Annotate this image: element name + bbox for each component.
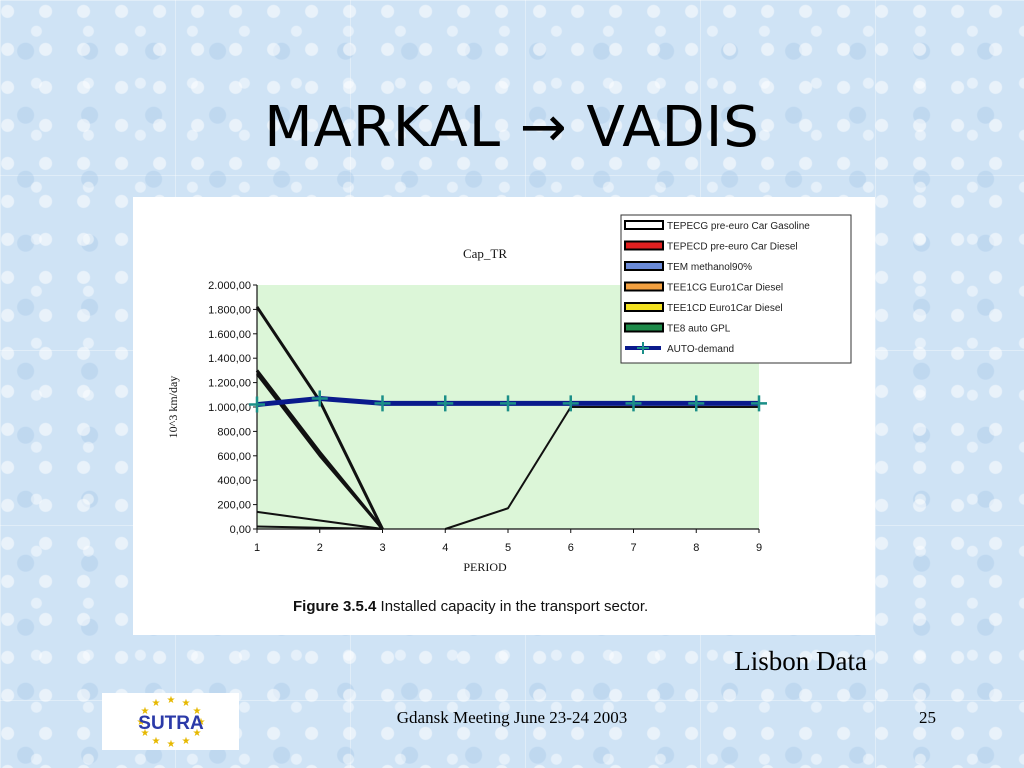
series-line-5 — [256, 525, 383, 530]
y-tick-label: 1.000,00 — [208, 402, 251, 414]
figure-caption-text: Installed capacity in the transport sect… — [380, 598, 649, 615]
demand-marker — [249, 396, 265, 413]
series-line-3 — [256, 510, 383, 530]
demand-marker — [374, 395, 391, 412]
x-tick-label: 1 — [254, 542, 260, 554]
demand-marker — [751, 395, 767, 412]
logo-star-icon: ★ — [167, 695, 176, 706]
demand-marker — [562, 395, 579, 412]
x-tick-label: 7 — [630, 542, 636, 554]
figure-caption: Figure 3.5.4 Installed capacity in the t… — [293, 598, 648, 615]
y-tick-label: 1.800,00 — [208, 304, 251, 316]
chart-title: Cap_TR — [463, 246, 507, 261]
series-line-4 — [444, 406, 759, 530]
y-tick-label: 1.400,00 — [208, 353, 251, 365]
x-tick-label: 4 — [442, 542, 448, 554]
logo-star-icon: ★ — [137, 717, 146, 728]
x-tick-label: 3 — [379, 542, 385, 554]
logo-star-icon: ★ — [141, 728, 150, 739]
x-axis-title: PERIOD — [463, 560, 507, 574]
logo-star-icon: ★ — [192, 728, 201, 739]
page-number: 25 — [919, 708, 936, 727]
demand-marker — [500, 395, 516, 412]
y-tick-label: 800,00 — [217, 426, 251, 438]
sutra-logo: ★ ★ ★ ★ ★ ★ ★ ★ ★ ★ ★ ★ SUTRA — [102, 693, 239, 750]
legend-label: AUTO-demand — [667, 344, 734, 355]
y-tick-label: 0,00 — [230, 524, 251, 536]
y-tick-label: 2.000,00 — [208, 280, 251, 292]
x-tick-label: 2 — [317, 542, 323, 554]
demand-marker — [625, 395, 642, 412]
legend-swatch — [624, 220, 664, 230]
logo-text: SUTRA — [138, 713, 204, 734]
demand-marker — [311, 390, 328, 407]
figure-label: Figure 3.5.4 — [293, 598, 377, 615]
legend-swatch — [624, 322, 664, 333]
legend-swatch — [624, 261, 664, 271]
y-axis-title: 10^3 km/day — [166, 376, 180, 439]
logo-star-icon: ★ — [152, 736, 161, 747]
y-tick-label: 1.200,00 — [208, 378, 251, 390]
legend-swatch — [624, 302, 664, 312]
logo-star-icon: ★ — [182, 698, 191, 709]
legend-label: TEE1CD Euro1Car Diesel — [667, 303, 783, 314]
x-tick-label: 9 — [756, 542, 762, 554]
x-tick-label: 5 — [505, 542, 511, 554]
y-tick-label: 600,00 — [217, 451, 251, 463]
logo-star-icon: ★ — [167, 739, 176, 750]
x-tick-label: 8 — [693, 542, 699, 554]
footer-text: Gdansk Meeting June 23-24 2003 — [396, 708, 628, 727]
legend-label: TEM methanol90% — [667, 262, 752, 273]
y-tick-label: 400,00 — [217, 475, 251, 487]
demand-marker — [688, 395, 705, 412]
demand-marker — [437, 395, 454, 412]
source-note: Lisbon Data — [734, 646, 867, 676]
legend-label: TE8 auto GPL — [667, 324, 731, 335]
slide-title: MARKAL → VADIS — [264, 95, 760, 160]
x-tick-label: 6 — [568, 542, 574, 554]
eu-stars-icon: ★★★★★★★★★ ★ ★★ — [137, 695, 206, 750]
y-tick-label: 1.600,00 — [208, 329, 251, 341]
sutra-logo-graphic: ★★★★★★★★★ ★ ★★ SUTRA — [137, 695, 206, 750]
logo-star-icon: ★ — [182, 736, 191, 747]
line-chart: Cap_TR 0,00 200,00 400,00 600,00 800,00 1.000,… — [166, 214, 852, 574]
legend-marker — [637, 342, 649, 354]
logo-star-icon: ★ — [197, 717, 206, 728]
chart-panel: Cap_TR 0,00 200,00 400,00 600,00 800,00 1.000,… — [133, 197, 875, 635]
logo-star-icon: ★ — [141, 706, 150, 717]
legend-swatch — [624, 240, 664, 251]
legend-swatch — [624, 281, 664, 292]
logo-star-icon: ★ — [152, 698, 161, 709]
legend-label: TEPECD pre-euro Car Diesel — [667, 242, 798, 253]
y-tick-label: 200,00 — [217, 500, 251, 512]
legend-label: TEPECG pre-euro Car Gasoline — [667, 221, 810, 232]
logo-star-icon: ★ — [192, 706, 201, 717]
legend-label: TEE1CG Euro1Car Diesel — [667, 283, 783, 294]
